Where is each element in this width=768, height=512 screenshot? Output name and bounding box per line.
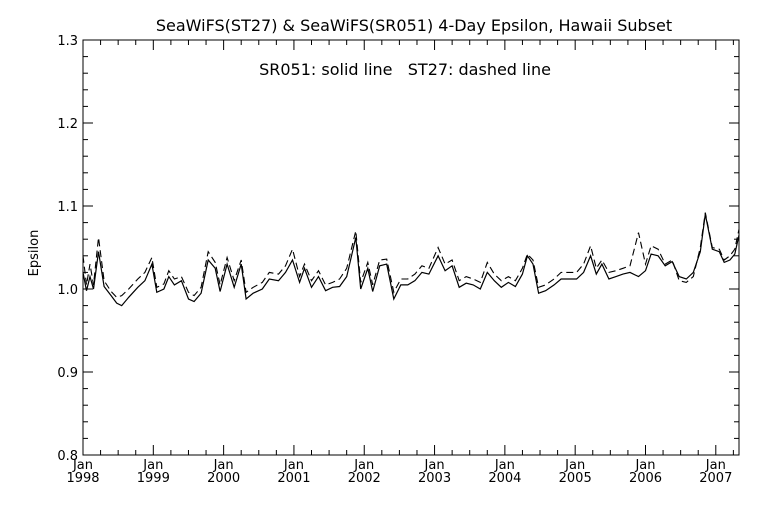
x-tick-year-label: 2000 <box>207 471 240 486</box>
x-tick-year-label: 2001 <box>277 471 310 486</box>
x-tick-year-label: 2004 <box>488 471 521 486</box>
x-tick-year-label: 2003 <box>418 471 451 486</box>
y-tick-label: 0.8 <box>57 449 78 464</box>
x-tick-year-label: 2007 <box>699 471 732 486</box>
series-legend-annotation: SR051: solid line ST27: dashed line <box>259 60 551 79</box>
y-tick-label: 1.0 <box>57 283 78 298</box>
x-tick-year-label: 2005 <box>559 471 592 486</box>
x-tick-month-label: Jan <box>705 458 726 473</box>
axis-tick-labels: 0.80.91.01.11.21.3Jan1998Jan1999Jan2000J… <box>57 34 732 486</box>
x-tick-month-label: Jan <box>494 458 515 473</box>
x-tick-year-label: 2006 <box>629 471 662 486</box>
x-tick-month-label: Jan <box>564 458 585 473</box>
y-tick-label: 0.9 <box>57 366 78 381</box>
x-tick-month-label: Jan <box>213 458 234 473</box>
x-tick-year-label: 1998 <box>66 471 99 486</box>
axis-ticks <box>82 39 739 456</box>
y-tick-label: 1.1 <box>57 200 78 215</box>
x-tick-month-label: Jan <box>424 458 445 473</box>
y-tick-label: 1.3 <box>57 34 78 49</box>
y-tick-label: 1.2 <box>57 117 78 132</box>
series-st27-dashed-line <box>82 212 740 298</box>
data-series <box>82 212 740 307</box>
y-axis-label: Epsilon <box>27 230 42 277</box>
series-sr051-solid-line <box>82 214 740 307</box>
x-tick-month-label: Jan <box>353 458 374 473</box>
x-tick-month-label: Jan <box>142 458 163 473</box>
x-tick-year-label: 1999 <box>137 471 170 486</box>
chart-title: SeaWiFS(ST27) & SeaWiFS(SR051) 4-Day Eps… <box>156 16 672 35</box>
x-tick-month-label: Jan <box>283 458 304 473</box>
plot-frame <box>82 39 740 456</box>
x-tick-month-label: Jan <box>72 458 93 473</box>
x-tick-month-label: Jan <box>634 458 655 473</box>
x-tick-year-label: 2002 <box>348 471 381 486</box>
